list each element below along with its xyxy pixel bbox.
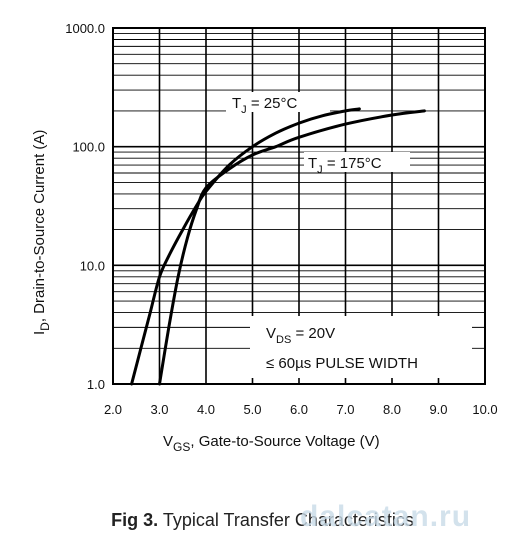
- x-tick-label: 6.0: [290, 402, 308, 417]
- annotation-tj-25c: TJ = 25°C: [232, 95, 297, 116]
- annotation-pulse-width: ≤ 60µs PULSE WIDTH: [266, 355, 418, 372]
- annotation-tj-175c: TJ = 175°C: [308, 155, 382, 176]
- y-tick-label: 10.0: [80, 258, 105, 273]
- y-tick-label: 1.0: [87, 377, 105, 392]
- x-tick-label: 9.0: [429, 402, 447, 417]
- x-tick-label: 8.0: [383, 402, 401, 417]
- series-line-tj-175c: [158, 109, 426, 386]
- x-tick-label: 4.0: [197, 402, 215, 417]
- y-axis-label: ID, Drain-to-Source Current (A): [31, 130, 52, 335]
- x-tick-label: 10.0: [472, 402, 497, 417]
- series-line-tj-25c: [130, 107, 361, 386]
- x-tick-label: 5.0: [243, 402, 261, 417]
- watermark-logo: dalcatan.ru: [300, 500, 472, 533]
- x-axis-label: VGS, Gate-to-Source Voltage (V): [163, 433, 380, 454]
- conditions-box: [250, 316, 472, 378]
- y-tick-label: 1000.0: [65, 21, 105, 36]
- figure-number: Fig 3.: [111, 510, 159, 530]
- figure-title: Typical Transfer Characteristics: [162, 510, 414, 530]
- annotation-bg-175c: [304, 152, 410, 172]
- x-tick-label: 3.0: [150, 402, 168, 417]
- x-tick-label: 2.0: [104, 402, 122, 417]
- figure-caption: Fig 3. Typical Transfer Characteristics: [0, 510, 525, 531]
- annotation-vds: VDS = 20V: [266, 325, 335, 346]
- x-tick-label: 7.0: [336, 402, 354, 417]
- series-group: [130, 107, 426, 386]
- tick-labels: 2.0 3.0 4.0 5.0 6.0 7.0 8.0 9.0 10.0 1.0 10.0 100.0…: [65, 21, 497, 417]
- transfer-characteristics-chart: 2.0 3.0 4.0 5.0 6.0 7.0 8.0 9.0 10.0 1.0 10.0 100.0…: [31, 21, 498, 454]
- y-tick-label: 100.0: [72, 140, 105, 155]
- plot-frame: [112, 27, 486, 385]
- annotation-bg-25c: [226, 92, 330, 112]
